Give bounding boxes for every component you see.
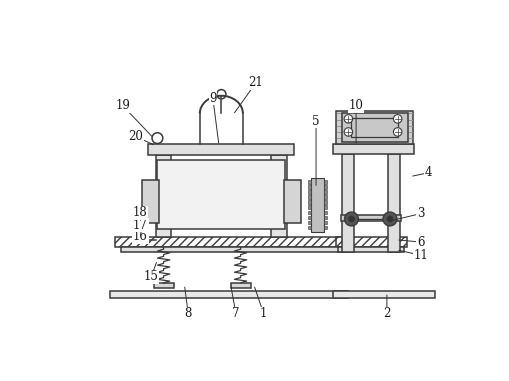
- Text: 11: 11: [413, 249, 427, 262]
- Text: 8: 8: [184, 307, 191, 320]
- Text: 1: 1: [260, 307, 267, 320]
- Circle shape: [348, 216, 354, 222]
- Bar: [308, 200, 311, 204]
- Bar: [323, 181, 326, 184]
- Bar: [335, 111, 412, 144]
- Bar: [308, 186, 311, 189]
- Bar: [323, 210, 326, 215]
- Bar: [388, 154, 399, 252]
- Bar: [308, 210, 311, 215]
- Circle shape: [344, 128, 352, 136]
- Bar: [323, 221, 326, 224]
- Bar: [342, 154, 353, 252]
- Bar: [230, 283, 250, 288]
- Bar: [342, 114, 407, 142]
- Bar: [335, 237, 406, 248]
- Bar: [157, 160, 285, 229]
- Bar: [337, 248, 403, 252]
- Bar: [308, 205, 311, 209]
- Text: 19: 19: [115, 99, 130, 112]
- Bar: [115, 237, 350, 248]
- Bar: [323, 195, 326, 199]
- Bar: [323, 216, 326, 219]
- Text: 15: 15: [144, 270, 158, 283]
- Circle shape: [392, 115, 401, 123]
- Bar: [153, 283, 173, 288]
- Circle shape: [386, 216, 392, 222]
- Bar: [283, 181, 300, 223]
- Text: 18: 18: [133, 206, 148, 219]
- Text: 16: 16: [133, 230, 148, 243]
- Bar: [323, 205, 326, 209]
- Circle shape: [382, 212, 396, 226]
- Bar: [311, 178, 323, 232]
- Bar: [308, 226, 311, 229]
- Text: 4: 4: [424, 166, 431, 179]
- Text: 6: 6: [416, 235, 423, 248]
- Bar: [340, 215, 400, 221]
- Bar: [332, 144, 413, 154]
- Bar: [271, 155, 286, 237]
- Bar: [323, 226, 326, 229]
- Circle shape: [344, 115, 352, 123]
- Text: 9: 9: [209, 91, 216, 104]
- Bar: [308, 181, 311, 184]
- Bar: [121, 248, 344, 252]
- Bar: [308, 195, 311, 199]
- Bar: [109, 291, 348, 298]
- Text: 3: 3: [416, 207, 423, 220]
- Text: 7: 7: [232, 307, 239, 320]
- Bar: [323, 190, 326, 194]
- Text: 10: 10: [348, 99, 363, 112]
- Bar: [323, 186, 326, 189]
- Bar: [308, 221, 311, 224]
- Circle shape: [344, 212, 358, 226]
- Bar: [142, 181, 159, 223]
- Circle shape: [392, 128, 401, 136]
- Bar: [156, 155, 171, 237]
- Bar: [323, 200, 326, 204]
- Bar: [332, 291, 434, 298]
- Bar: [308, 216, 311, 219]
- Bar: [148, 144, 294, 155]
- Text: 20: 20: [128, 130, 143, 143]
- Text: 21: 21: [248, 76, 263, 89]
- Text: 2: 2: [382, 307, 390, 320]
- Bar: [351, 118, 397, 136]
- Bar: [308, 190, 311, 194]
- Text: 5: 5: [312, 115, 319, 128]
- Text: 17: 17: [133, 219, 148, 232]
